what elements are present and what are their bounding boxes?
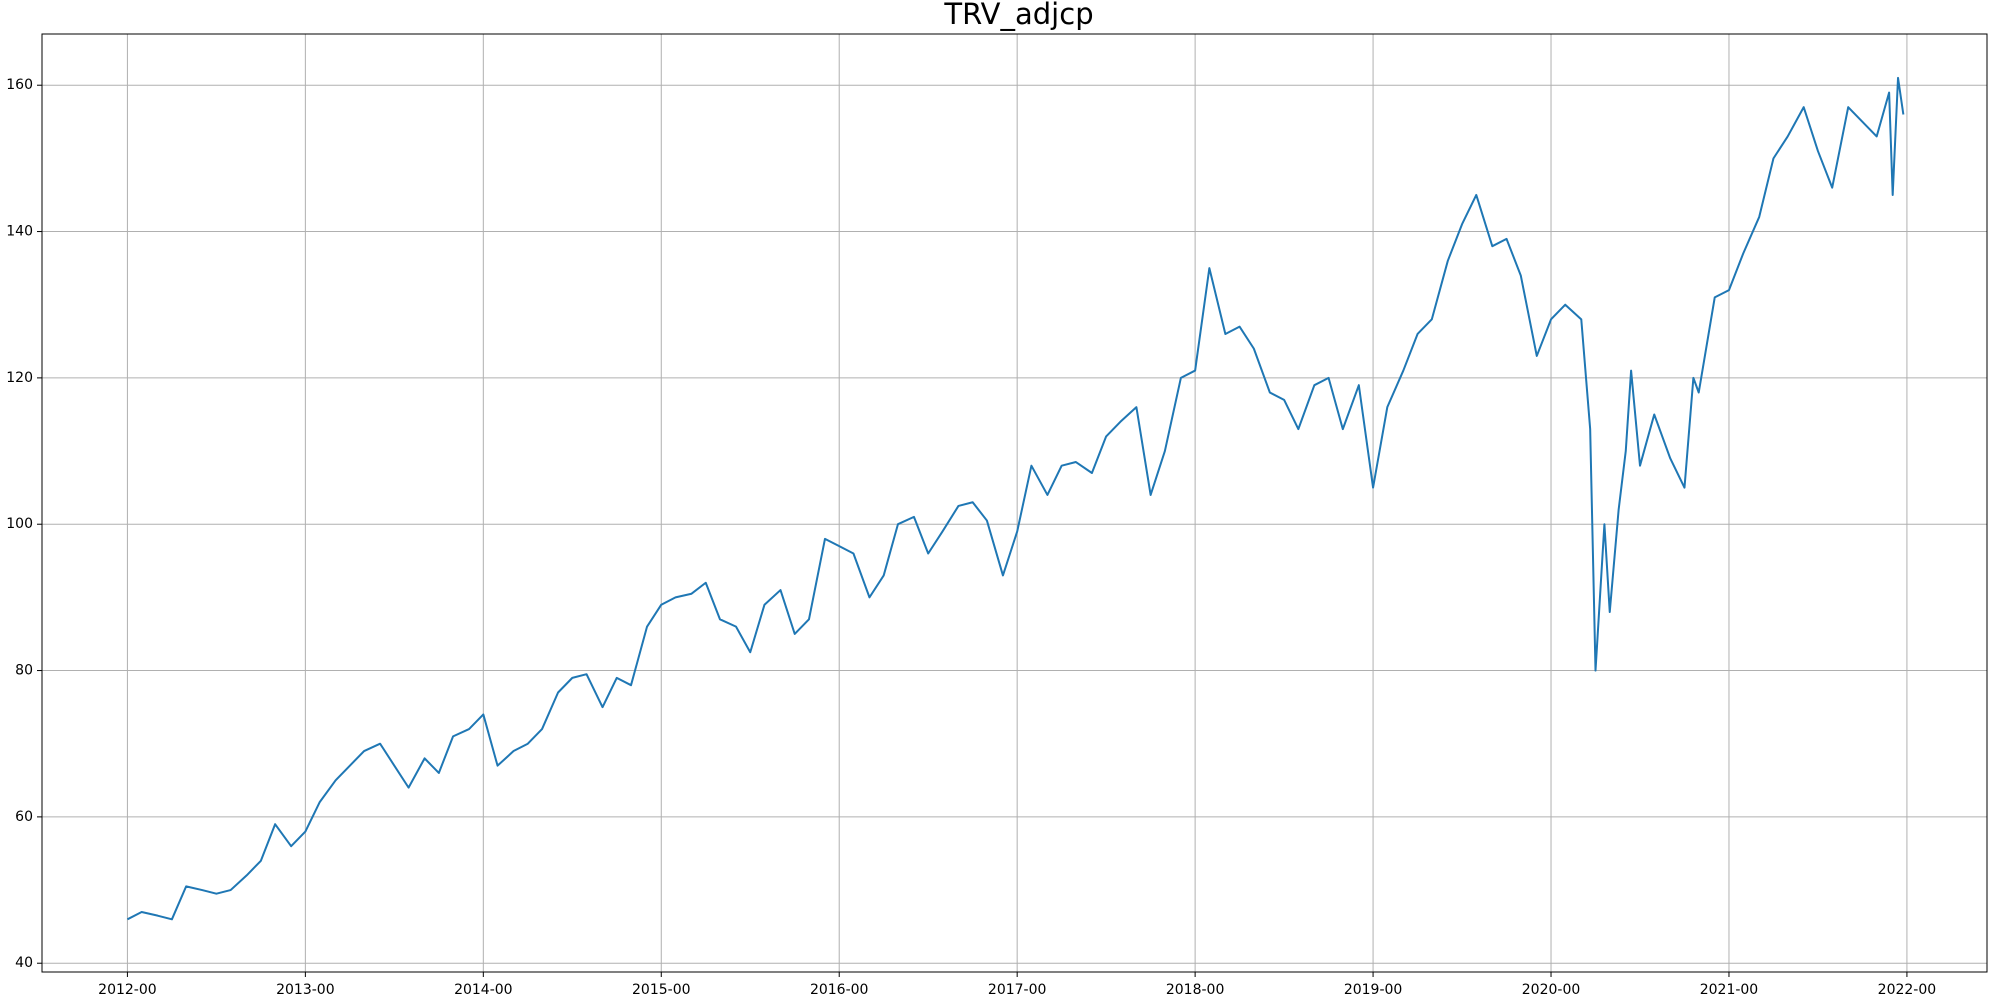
x-tick-label: 2016-00 (810, 982, 869, 998)
y-tick-label: 160 (6, 77, 33, 93)
line-series (126, 76, 1905, 921)
y-tick-label: 40 (15, 955, 33, 971)
x-tick-label: 2018-00 (1166, 982, 1225, 998)
x-tick-label: 2013-00 (276, 982, 335, 998)
y-tick-label: 60 (15, 809, 33, 825)
x-tick-label: 2020-00 (1522, 982, 1581, 998)
chart-title: TRV_adjcp (943, 0, 1093, 31)
x-tick-label: 2014-00 (454, 982, 513, 998)
x-tick-label: 2022-00 (1878, 982, 1937, 998)
x-tick-label: 2019-00 (1344, 982, 1403, 998)
x-tick-label: 2015-00 (632, 982, 691, 998)
x-tick-label: 2021-00 (1700, 982, 1759, 998)
plot-frame (41, 33, 1988, 973)
y-tick-label: 140 (6, 224, 33, 240)
y-tick-label: 80 (15, 663, 33, 679)
y-tick-label: 120 (6, 370, 33, 386)
y-tick-label: 100 (6, 516, 33, 532)
x-tick-label: 2012-00 (98, 982, 157, 998)
x-tick-label: 2017-00 (988, 982, 1047, 998)
